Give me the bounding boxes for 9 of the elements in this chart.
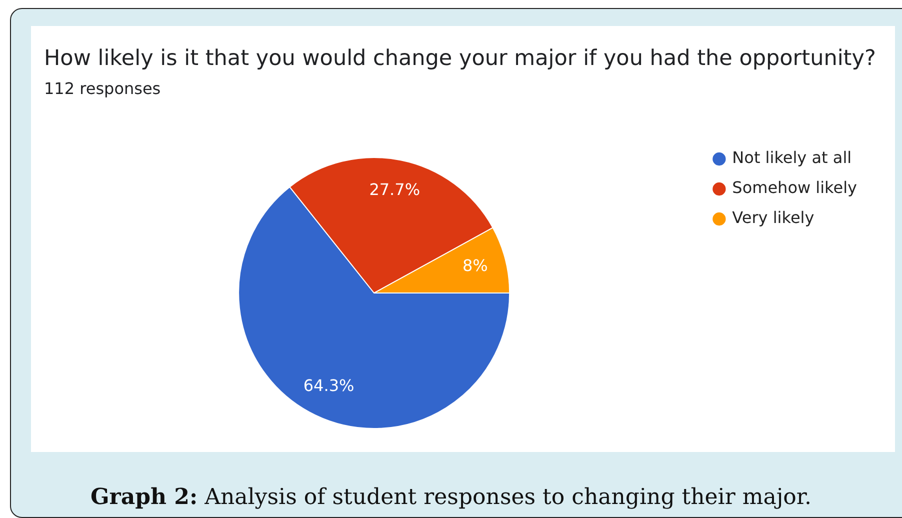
chart-title: How likely is it that you would change your major if you had the opportunity? <box>44 46 876 72</box>
data-label: 8% <box>462 256 488 276</box>
legend-label: Very likely <box>732 208 814 228</box>
text: 112 responses <box>44 79 161 98</box>
legend-label: Not likely at all <box>732 148 852 168</box>
data-label: 27.7% <box>369 180 420 199</box>
caption: Graph 2: Analysis of student responses to changing their major. <box>90 483 812 512</box>
legend-label: Somehow likely <box>732 178 858 198</box>
data-label: 64.3% <box>303 376 354 396</box>
